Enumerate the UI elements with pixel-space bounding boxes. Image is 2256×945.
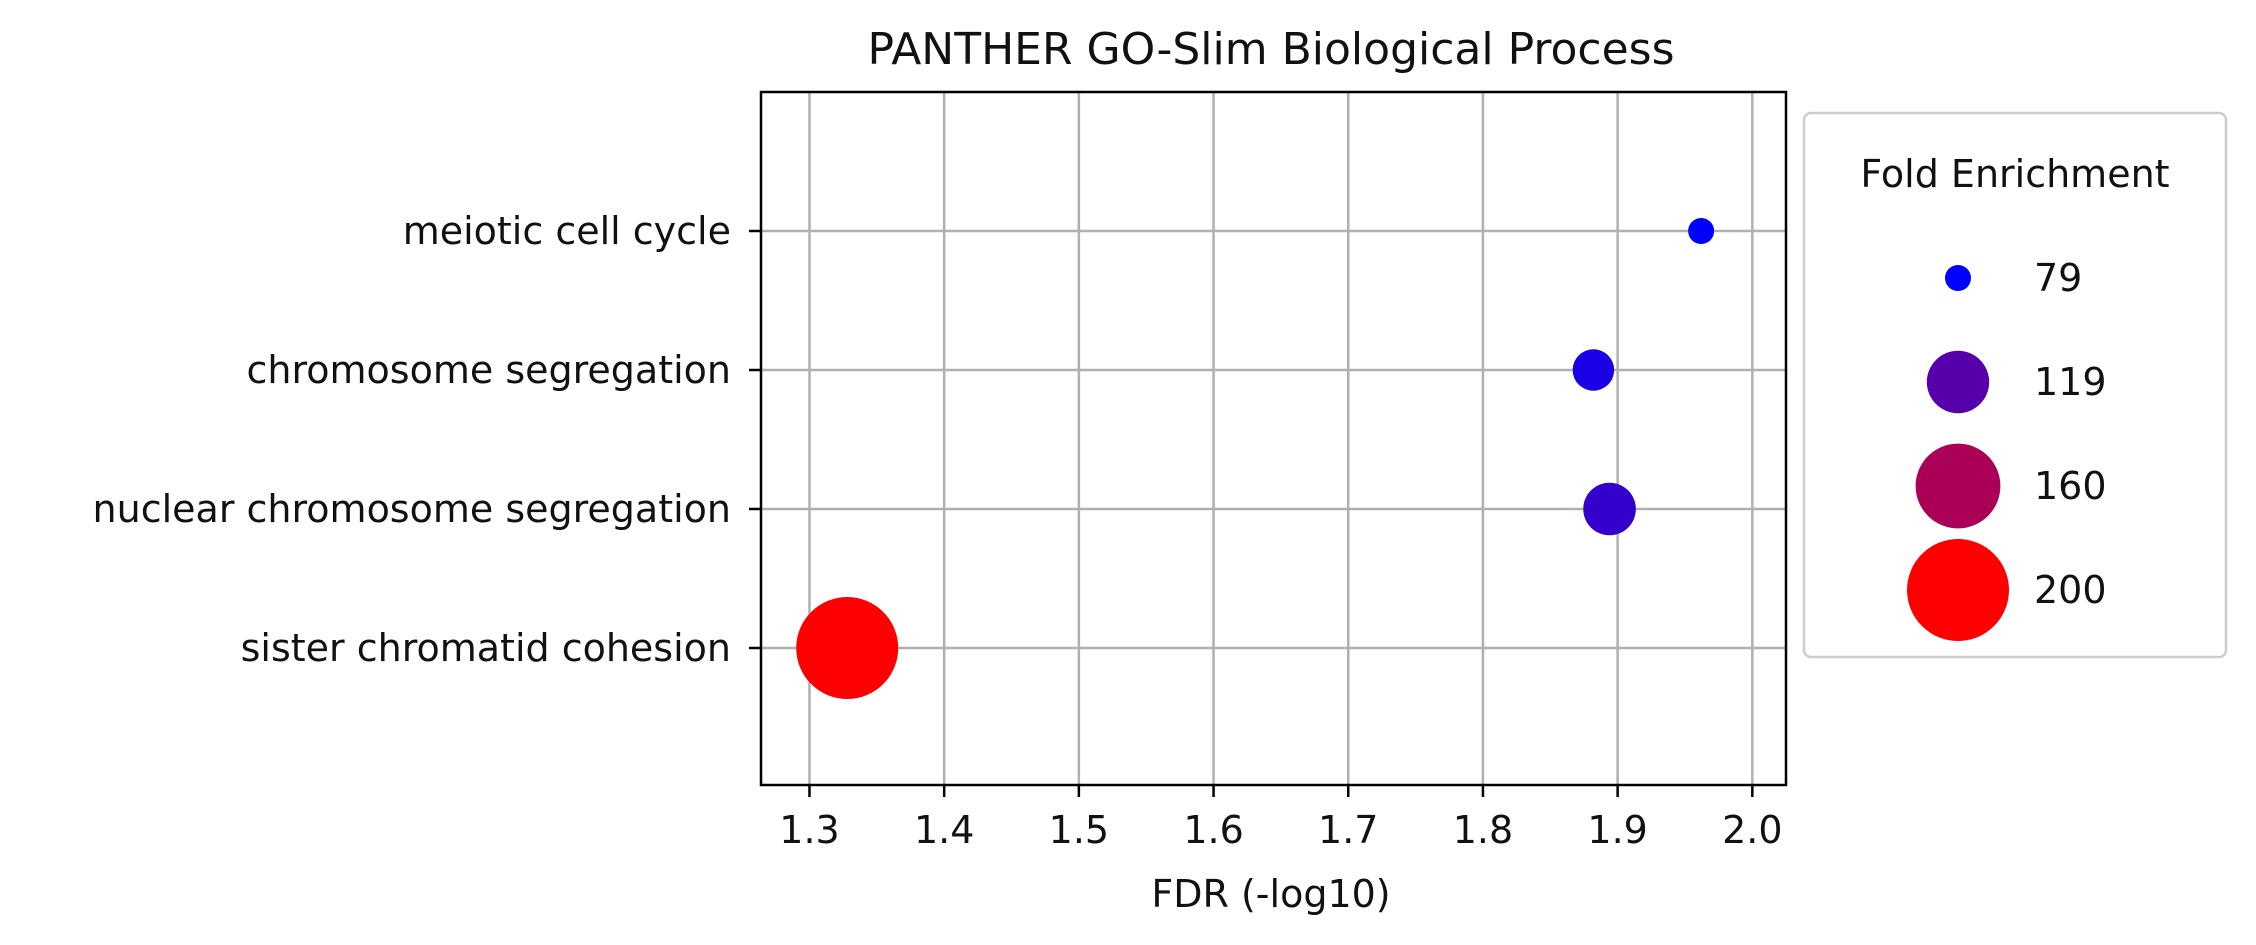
x-tick-label: 1.4: [914, 808, 974, 852]
x-axis-ticks: 1.3 1.4 1.5 1.6 1.7 1.8 1.9 2.0: [779, 785, 1783, 852]
y-tick-label: sister chromatid cohesion: [241, 626, 731, 670]
legend-label: 119: [2034, 360, 2107, 404]
plot-background: [761, 92, 1786, 785]
x-tick-label: 1.7: [1318, 808, 1378, 852]
data-points: [796, 218, 1715, 699]
legend-title: Fold Enrichment: [1860, 152, 2169, 196]
legend-marker: [1907, 539, 2009, 641]
y-axis-ticks: meiotic cell cycle chromosome segregation…: [93, 209, 761, 670]
legend-marker: [1915, 443, 2001, 529]
legend-marker: [1926, 350, 1990, 414]
plot-area: [759, 90, 1788, 787]
legend-marker: [1945, 265, 1971, 291]
legend-frame: [1802, 111, 2228, 659]
x-tick-label: 1.9: [1587, 808, 1647, 852]
data-point: [1688, 218, 1715, 244]
legend: Fold Enrichment 79 119 160 200: [1802, 111, 2228, 659]
y-tick-label: chromosome segregation: [247, 348, 731, 392]
data-point: [1572, 349, 1615, 391]
legend-label: 160: [2034, 464, 2107, 508]
x-tick-label: 1.6: [1183, 808, 1243, 852]
data-point: [796, 597, 899, 699]
legend-entries: 79 119 160 200: [1907, 256, 2107, 641]
data-point: [1583, 482, 1636, 536]
x-tick-label: 2.0: [1722, 808, 1782, 852]
legend-label: 79: [2034, 256, 2082, 300]
chart-title: PANTHER GO-Slim Biological Process: [867, 24, 1674, 75]
x-tick-label: 1.5: [1049, 808, 1109, 852]
x-axis-label: FDR (-log10): [1151, 872, 1390, 916]
y-tick-label: meiotic cell cycle: [403, 209, 731, 253]
x-gridlines: [808, 92, 1754, 785]
plot-frame: [759, 90, 1788, 787]
x-tick-label: 1.8: [1453, 808, 1513, 852]
legend-label: 200: [2034, 568, 2107, 612]
y-tick-label: nuclear chromosome segregation: [93, 487, 731, 531]
x-tick-label: 1.3: [779, 808, 839, 852]
